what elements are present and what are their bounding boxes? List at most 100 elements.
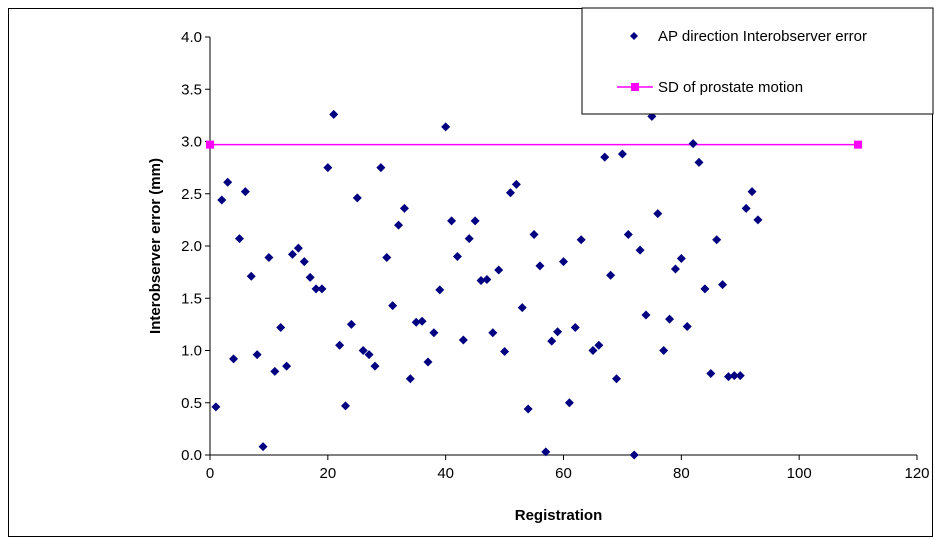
data-point-diamond bbox=[399, 203, 409, 213]
data-point-diamond bbox=[570, 323, 580, 333]
data-point-diamond bbox=[352, 193, 362, 203]
y-tick-label: 1.0 bbox=[181, 343, 202, 360]
y-tick-label: 3.5 bbox=[181, 81, 202, 98]
data-point-diamond bbox=[299, 257, 309, 267]
data-point-diamond bbox=[753, 215, 763, 225]
data-point-diamond bbox=[564, 398, 574, 408]
data-point-diamond bbox=[623, 230, 633, 240]
data-point-diamond bbox=[729, 371, 739, 381]
legend: AP direction Interobserver error SD of p… bbox=[581, 7, 934, 115]
data-point-diamond bbox=[240, 187, 250, 197]
x-tick-label: 60 bbox=[555, 465, 572, 482]
data-point-diamond bbox=[311, 284, 321, 294]
data-point-diamond bbox=[382, 252, 392, 262]
data-point-diamond bbox=[341, 401, 351, 411]
plot-area: 0.0 0.5 1.0 1.5 2.0 2.5 3.0 3.5 4.0 0 20 40 60 80 100 1… bbox=[181, 29, 929, 482]
data-point-diamond bbox=[276, 323, 286, 333]
data-point-diamond bbox=[423, 357, 433, 367]
data-point-diamond bbox=[694, 157, 704, 167]
data-point-diamond bbox=[293, 243, 303, 253]
sd-motion-marker bbox=[206, 140, 214, 149]
data-point-diamond bbox=[435, 285, 445, 295]
data-point-diamond bbox=[476, 275, 486, 285]
data-point-diamond bbox=[405, 374, 415, 384]
x-axis-title: Registration bbox=[515, 507, 603, 524]
data-point-diamond bbox=[329, 109, 339, 119]
data-point-diamond bbox=[358, 346, 368, 355]
data-point-diamond bbox=[229, 354, 239, 364]
data-point-diamond bbox=[258, 442, 268, 452]
y-tick-label: 4.0 bbox=[181, 29, 202, 46]
data-point-diamond bbox=[659, 346, 669, 355]
data-point-diamond bbox=[670, 264, 680, 274]
data-point-diamond bbox=[388, 301, 398, 311]
legend-label-ap-error: AP direction Interobserver error bbox=[658, 28, 867, 45]
data-point-diamond bbox=[641, 310, 651, 320]
data-point-diamond bbox=[665, 314, 675, 324]
data-point-diamond bbox=[494, 265, 504, 275]
data-point-diamond bbox=[723, 372, 733, 382]
data-point-diamond bbox=[482, 274, 492, 284]
data-point-diamond bbox=[511, 179, 521, 189]
data-point-diamond bbox=[323, 163, 333, 173]
data-point-diamond bbox=[411, 317, 421, 327]
sd-motion-marker bbox=[854, 140, 863, 149]
data-point-diamond bbox=[706, 368, 716, 378]
data-point-diamond bbox=[594, 340, 604, 350]
x-tick-label: 20 bbox=[319, 465, 336, 482]
y-axis-title: Interobserver error (mm) bbox=[147, 158, 164, 334]
data-point-diamond bbox=[429, 328, 439, 338]
data-point-diamond bbox=[676, 254, 686, 264]
data-point-diamond bbox=[217, 195, 227, 205]
x-tick-label: 0 bbox=[206, 465, 214, 482]
data-point-diamond bbox=[712, 235, 722, 245]
data-point-diamond bbox=[617, 149, 627, 159]
data-point-diamond bbox=[447, 216, 457, 226]
data-point-diamond bbox=[505, 188, 515, 198]
data-point-diamond bbox=[270, 366, 280, 376]
data-point-diamond bbox=[335, 340, 345, 350]
data-point-diamond bbox=[317, 284, 327, 294]
data-point-diamond bbox=[529, 230, 539, 240]
y-tick-label: 0.5 bbox=[181, 395, 202, 412]
data-point-diamond bbox=[376, 163, 386, 173]
y-tick-label: 1.5 bbox=[181, 290, 202, 307]
x-tick-label: 80 bbox=[673, 465, 690, 482]
data-point-diamond bbox=[606, 270, 616, 280]
data-point-diamond bbox=[246, 271, 256, 281]
data-point-diamond bbox=[523, 404, 533, 414]
data-point-diamond bbox=[747, 187, 757, 197]
x-tick-label: 100 bbox=[787, 465, 812, 482]
data-point-diamond bbox=[600, 152, 610, 162]
data-point-diamond bbox=[234, 234, 244, 244]
data-point-diamond bbox=[441, 122, 451, 132]
data-point-diamond bbox=[682, 321, 692, 331]
data-point-diamond bbox=[264, 252, 274, 262]
data-point-diamond bbox=[535, 261, 545, 271]
data-point-diamond bbox=[735, 371, 745, 381]
data-point-diamond bbox=[559, 257, 568, 267]
data-point-diamond bbox=[688, 139, 698, 149]
x-tick-label: 120 bbox=[904, 465, 929, 482]
data-point-diamond bbox=[553, 327, 563, 337]
y-tick-label: 2.0 bbox=[181, 238, 202, 255]
data-point-diamond bbox=[370, 361, 380, 371]
axis-ticks: 0.0 0.5 1.0 1.5 2.0 2.5 3.0 3.5 4.0 0 20 40 60 80 100 1… bbox=[181, 29, 929, 482]
data-point-diamond bbox=[741, 203, 751, 213]
legend-square-icon bbox=[631, 83, 639, 91]
data-point-diamond bbox=[364, 350, 374, 360]
data-point-diamond bbox=[629, 450, 639, 460]
legend-diamond-icon bbox=[630, 32, 638, 40]
legend-box bbox=[581, 7, 934, 115]
data-point-diamond bbox=[653, 209, 663, 219]
data-point-diamond bbox=[252, 350, 262, 360]
ap-error-series bbox=[211, 109, 763, 460]
data-point-diamond bbox=[470, 216, 480, 226]
data-point-diamond bbox=[488, 328, 498, 338]
y-tick-label: 0.0 bbox=[181, 447, 202, 464]
legend-label-sd-motion: SD of prostate motion bbox=[658, 79, 803, 96]
data-point-diamond bbox=[287, 249, 297, 259]
data-point-diamond bbox=[700, 284, 710, 294]
data-point-diamond bbox=[452, 251, 462, 261]
